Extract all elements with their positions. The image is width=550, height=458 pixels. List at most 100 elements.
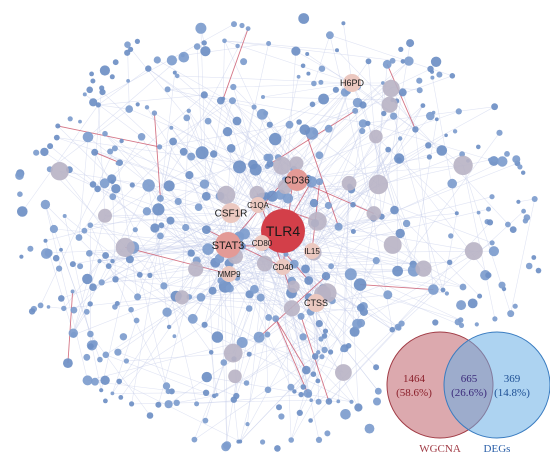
network-node [256, 293, 265, 302]
network-node-secondary [115, 237, 135, 257]
network-node-secondary [283, 300, 300, 317]
network-node [123, 358, 129, 364]
network-edge-highlight [275, 318, 309, 394]
network-edge [510, 198, 535, 314]
network-node [70, 289, 75, 294]
network-edge-highlight [125, 246, 230, 275]
hub-gene-node [261, 209, 305, 253]
hub-gene-node [250, 197, 266, 213]
network-node [33, 149, 40, 156]
network-node [37, 302, 44, 309]
network-node [365, 58, 372, 65]
network-node [208, 286, 217, 295]
network-node [395, 228, 405, 239]
hub-gene-ctss: CTSS [304, 294, 328, 312]
network-edge [282, 230, 393, 330]
network-edge [220, 100, 271, 165]
network-node [261, 95, 265, 99]
network-node [516, 199, 521, 204]
network-node [105, 263, 112, 269]
network-node [211, 331, 224, 343]
network-node [449, 73, 456, 79]
network-node [40, 147, 49, 157]
network-node [179, 147, 188, 156]
network-edge [160, 198, 229, 246]
network-node [27, 245, 34, 252]
network-edge [331, 123, 364, 301]
network-node [509, 226, 517, 234]
network-node [335, 48, 339, 53]
network-edge [462, 165, 511, 314]
network-node [315, 436, 323, 443]
network-node [372, 257, 380, 265]
hub-gene-node [307, 294, 325, 312]
network-node-secondary [368, 174, 389, 195]
network-node [134, 293, 142, 301]
network-node [67, 116, 73, 122]
network-node [305, 176, 317, 188]
network-edge [56, 137, 192, 157]
network-edge [117, 163, 138, 297]
network-node [402, 219, 411, 228]
network-node [91, 148, 99, 156]
network-node [432, 319, 439, 326]
network-edge [101, 273, 230, 283]
network-node [28, 308, 36, 315]
network-edge [222, 40, 225, 99]
network-node [236, 337, 248, 348]
network-edge [194, 356, 316, 440]
network-node [63, 358, 73, 368]
network-node [102, 130, 108, 137]
hub-gene-node [304, 243, 320, 259]
network-node [400, 59, 406, 64]
network-node [112, 59, 119, 66]
network-node-secondary [223, 343, 243, 363]
network-node [315, 398, 322, 405]
network-node-secondary [341, 175, 357, 191]
hub-gene-mmp9: MMP9 [217, 266, 241, 282]
network-node-secondary [453, 155, 473, 176]
network-edge [350, 274, 359, 408]
network-node [300, 384, 307, 390]
network-node [300, 63, 306, 69]
hub-gene-label: TLR4 [266, 223, 300, 239]
network-edge [98, 104, 130, 110]
network-edge [170, 220, 192, 254]
network-node [109, 74, 115, 80]
network-node [230, 396, 237, 403]
network-node [82, 375, 93, 386]
network-node [316, 178, 324, 186]
network-edge-highlight [67, 291, 74, 364]
network-node [97, 259, 102, 264]
network-node [383, 290, 393, 300]
network-node [87, 301, 93, 307]
network-node [454, 211, 459, 216]
network-node [128, 306, 134, 313]
network-node [136, 271, 143, 278]
network-edge [90, 333, 151, 416]
network-node [301, 264, 310, 274]
hub-gene-stat3: STAT3 [212, 232, 244, 258]
network-node [107, 148, 114, 155]
network-node [89, 283, 97, 292]
network-edge [290, 349, 344, 441]
network-node [426, 154, 432, 160]
network-edge [73, 185, 149, 334]
hub-gene-cd36: CD36 [284, 169, 310, 191]
network-edge [205, 242, 263, 421]
network-edge [176, 295, 364, 313]
network-node [59, 247, 63, 252]
network-edge [163, 252, 192, 287]
network-node [535, 267, 542, 274]
network-node [86, 86, 93, 94]
network-node [173, 399, 180, 406]
network-edge [64, 215, 193, 320]
network-edge [154, 112, 240, 168]
network-node [186, 108, 191, 114]
network-node [83, 308, 90, 315]
network-node [531, 255, 537, 260]
network-edge [141, 136, 222, 281]
network-node [187, 313, 198, 324]
network-node [102, 252, 109, 259]
network-node [319, 354, 325, 360]
